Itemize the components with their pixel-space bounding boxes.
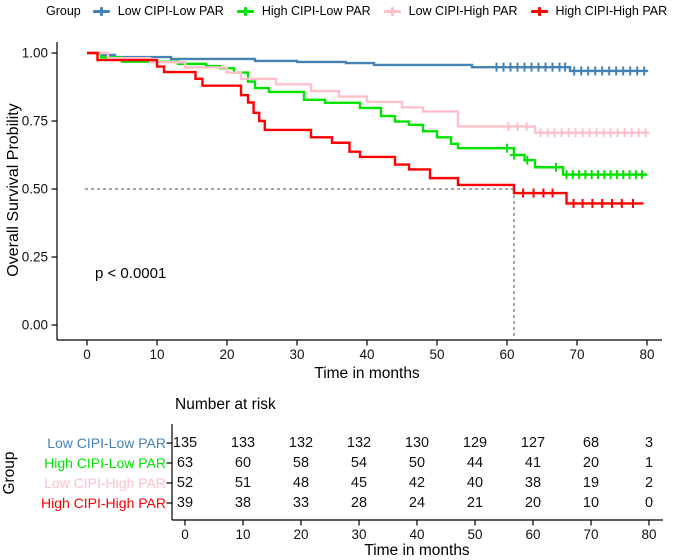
legend-plus-marker-icon xyxy=(383,6,401,17)
risk-cell: 130 xyxy=(404,435,430,451)
risk-x-tick-label: 80 xyxy=(641,527,657,542)
risk-cell: 21 xyxy=(466,495,484,511)
km-curve-2 xyxy=(87,51,647,176)
risk-cell: 60 xyxy=(234,455,252,471)
risk-cell: 19 xyxy=(582,475,600,491)
km-curve-4 xyxy=(87,51,644,205)
km-plot-canvas: 1.00 0.75 0.50 0.25 0.00 0 10 20 30 40 50 60 70 80 Tim… xyxy=(22,42,662,382)
risk-x-tick-label: 0 xyxy=(181,527,189,542)
legend-plus-marker-icon xyxy=(236,6,254,17)
risk-cell: 20 xyxy=(582,455,600,471)
legend-item-label: High CIPI-High PAR xyxy=(555,4,668,18)
risk-cell: 50 xyxy=(408,455,426,471)
risk-table-x-axis-label: Time in months xyxy=(364,542,470,559)
risk-x-tick-label: 50 xyxy=(467,527,483,542)
risk-cell: 20 xyxy=(524,495,542,511)
legend-item-1: Low CIPI-Low PAR xyxy=(92,4,224,18)
risk-cell: 132 xyxy=(288,435,314,451)
risk-cell: 68 xyxy=(582,435,600,451)
risk-x-tick-label: 60 xyxy=(525,527,541,542)
legend-item-4: High CIPI-High PAR xyxy=(530,4,668,18)
risk-cell: 38 xyxy=(234,495,252,511)
x-tick-label: 20 xyxy=(219,347,234,362)
risk-cell: 39 xyxy=(176,495,194,511)
risk-cell: 40 xyxy=(466,475,484,491)
x-tick-label: 60 xyxy=(499,347,514,362)
risk-cell: 38 xyxy=(524,475,542,491)
risk-table-axes-canvas xyxy=(166,424,663,526)
x-tick-label: 30 xyxy=(289,347,304,362)
legend-title: Group xyxy=(46,4,81,18)
risk-row-label: High CIPI-High PAR xyxy=(40,495,166,511)
risk-x-tick-label: 40 xyxy=(409,527,425,542)
risk-x-tick-label: 20 xyxy=(293,527,309,542)
y-tick-label: 0.00 xyxy=(22,318,48,333)
risk-x-tick-label: 30 xyxy=(351,527,367,542)
legend-item-label: High CIPI-Low PAR xyxy=(261,4,371,18)
legend-plus-marker-icon xyxy=(92,6,110,17)
risk-cell: 2 xyxy=(644,475,654,491)
risk-cell: 28 xyxy=(350,495,368,511)
legend-item-3: Low CIPI-High PAR xyxy=(383,4,518,18)
risk-cell: 24 xyxy=(408,495,426,511)
risk-cell: 51 xyxy=(234,475,252,491)
risk-cell: 3 xyxy=(644,435,654,451)
risk-table-title: Number at risk xyxy=(175,396,276,413)
risk-x-tick-label: 70 xyxy=(583,527,599,542)
p-value-annotation: p < 0.0001 xyxy=(95,265,167,282)
km-curve-1 xyxy=(87,51,647,73)
x-tick-label: 50 xyxy=(429,347,444,362)
risk-cell: 0 xyxy=(644,495,654,511)
x-tick-label: 80 xyxy=(639,347,654,362)
legend-plus-marker-icon xyxy=(530,6,548,17)
risk-row-label: High CIPI-Low PAR xyxy=(44,455,166,471)
risk-row-label: Low CIPI-Low PAR xyxy=(47,435,166,451)
risk-cell: 132 xyxy=(346,435,372,451)
risk-cell: 42 xyxy=(408,475,426,491)
x-tick-label: 10 xyxy=(149,347,164,362)
risk-cell: 129 xyxy=(462,435,488,451)
risk-x-tick-label: 10 xyxy=(235,527,251,542)
legend-item-2: High CIPI-Low PAR xyxy=(236,4,371,18)
legend-item-label: Low CIPI-Low PAR xyxy=(117,4,224,18)
y-tick-label: 0.75 xyxy=(22,114,48,129)
risk-cell: 63 xyxy=(176,455,194,471)
risk-cell: 127 xyxy=(520,435,546,451)
y-tick-label: 1.00 xyxy=(22,46,48,61)
risk-cell: 45 xyxy=(350,475,368,491)
risk-cell: 1 xyxy=(644,455,654,471)
legend-item-label: Low CIPI-High PAR xyxy=(408,4,518,18)
risk-cell: 133 xyxy=(230,435,256,451)
km-curve-3 xyxy=(87,51,647,134)
risk-row-label: Low CIPI-High PAR xyxy=(44,475,166,491)
x-axis-title: Time in months xyxy=(314,365,420,382)
risk-cell: 58 xyxy=(292,455,310,471)
risk-cell: 10 xyxy=(582,495,600,511)
legend: Group Low CIPI-Low PAR High CIPI-Low PAR L… xyxy=(0,0,685,22)
risk-cell: 52 xyxy=(176,475,194,491)
risk-cell: 41 xyxy=(524,455,542,471)
risk-cell: 33 xyxy=(292,495,310,511)
y-tick-label: 0.25 xyxy=(22,250,48,265)
risk-cell: 54 xyxy=(350,455,368,471)
x-tick-label: 0 xyxy=(83,347,91,362)
x-tick-label: 40 xyxy=(359,347,374,362)
risk-cell: 135 xyxy=(172,435,198,451)
risk-cell: 44 xyxy=(466,455,484,471)
y-tick-label: 0.50 xyxy=(22,182,48,197)
x-tick-label: 70 xyxy=(569,347,584,362)
risk-cell: 48 xyxy=(292,475,310,491)
